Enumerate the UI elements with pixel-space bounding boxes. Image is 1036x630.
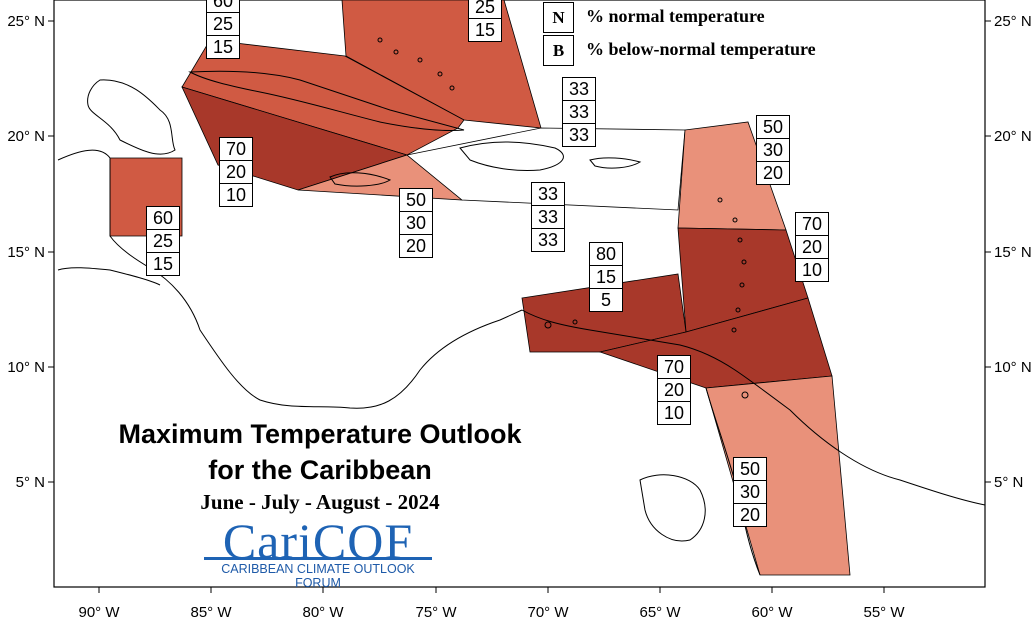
prob-normal: 20	[657, 379, 691, 402]
prob-normal: 15	[589, 266, 623, 289]
prob-normal: 25	[468, 0, 502, 19]
prob-below: 10	[657, 402, 691, 425]
prob-normal: 20	[219, 161, 253, 184]
prob-below: 15	[206, 36, 240, 59]
prob-normal: 25	[146, 230, 180, 253]
lat-label-left: 15° N	[7, 244, 45, 261]
prob-above: 50	[756, 115, 790, 139]
prob-box-hispaniola-south: 33 33 33	[531, 182, 565, 252]
axis-ticks: 90° W 85° W 80° W 75° W 70° W 65° W 60° W 55° W…	[7, 13, 1031, 621]
prob-normal: 33	[562, 101, 596, 124]
prob-box-turks-caicos: 25 15	[468, 0, 502, 42]
prob-below: 5	[589, 289, 623, 312]
prob-above: 70	[219, 137, 253, 161]
prob-normal: 25	[206, 13, 240, 36]
legend-text-normal: % normal temperature	[586, 6, 765, 26]
prob-above: 33	[562, 77, 596, 101]
coastlines	[57, 70, 986, 576]
lon-label: 75° W	[415, 604, 457, 621]
caricof-logo: CariCOF CARIBBEAN CLIMATE OUTLOOK FORUM	[200, 512, 436, 590]
legend-key-normal: N	[543, 2, 574, 33]
logo-underline	[204, 557, 432, 560]
lon-label: 65° W	[639, 604, 681, 621]
prob-box-trinidad: 70 20 10	[657, 355, 691, 425]
lat-label-right: 25° N	[994, 13, 1032, 30]
prob-normal: 33	[531, 206, 565, 229]
prob-above: 50	[399, 188, 433, 212]
prob-below: 15	[146, 253, 180, 276]
prob-below: 20	[756, 162, 790, 185]
lat-label-left: 25° N	[7, 13, 45, 30]
prob-below: 10	[219, 184, 253, 207]
prob-normal: 30	[733, 481, 767, 504]
prob-box-belize: 60 25 15	[146, 206, 180, 276]
prob-box-abc-islands: 80 15 5	[589, 242, 623, 312]
prob-normal: 30	[756, 139, 790, 162]
lat-label-left: 5° N	[16, 474, 45, 491]
prob-above: 60	[206, 0, 240, 13]
prob-box-windwards: 70 20 10	[795, 212, 829, 282]
legend-text-below: % below-normal temperature	[586, 39, 816, 59]
map-title-line1: Maximum Temperature Outlook	[118, 419, 522, 449]
island-dots	[377, 37, 749, 399]
prob-above: 70	[795, 212, 829, 236]
lon-label: 55° W	[863, 604, 905, 621]
prob-below: 33	[531, 229, 565, 252]
lat-label-right: 15° N	[994, 244, 1032, 261]
lat-label-right: 10° N	[994, 359, 1032, 376]
prob-above: 80	[589, 242, 623, 266]
prob-normal: 20	[795, 236, 829, 259]
lon-label: 85° W	[190, 604, 232, 621]
prob-box-northern-leewards: 50 30 20	[756, 115, 790, 185]
map-title-line2: for the Caribbean	[208, 455, 432, 485]
prob-box-cayman: 70 20 10	[219, 137, 253, 207]
prob-below: 20	[399, 235, 433, 258]
prob-below: 20	[733, 504, 767, 527]
legend-key-below: B	[543, 35, 574, 66]
lon-label: 60° W	[751, 604, 793, 621]
lat-label-left: 10° N	[7, 359, 45, 376]
prob-above: 50	[733, 457, 767, 481]
prob-above: 70	[657, 355, 691, 379]
lat-label-left: 20° N	[7, 128, 45, 145]
lon-label: 90° W	[78, 604, 120, 621]
prob-box-guianas: 50 30 20	[733, 457, 767, 527]
prob-box-bahamas: 60 25 15	[206, 0, 240, 59]
lon-label: 80° W	[302, 604, 344, 621]
prob-below: 10	[795, 259, 829, 282]
prob-above: 60	[146, 206, 180, 230]
lon-label: 70° W	[527, 604, 569, 621]
prob-below: 33	[562, 124, 596, 147]
prob-box-hispaniola-north: 33 33 33	[562, 77, 596, 147]
prob-above: 33	[531, 182, 565, 206]
map-period: June - July - August - 2024	[200, 490, 440, 514]
prob-normal: 30	[399, 212, 433, 235]
prob-below: 15	[468, 19, 502, 42]
lat-label-right: 20° N	[994, 128, 1032, 145]
logo-tagline: CARIBBEAN CLIMATE OUTLOOK FORUM	[221, 562, 415, 590]
lat-label-right: 5° N	[994, 474, 1023, 491]
prob-box-jamaica: 50 30 20	[399, 188, 433, 258]
